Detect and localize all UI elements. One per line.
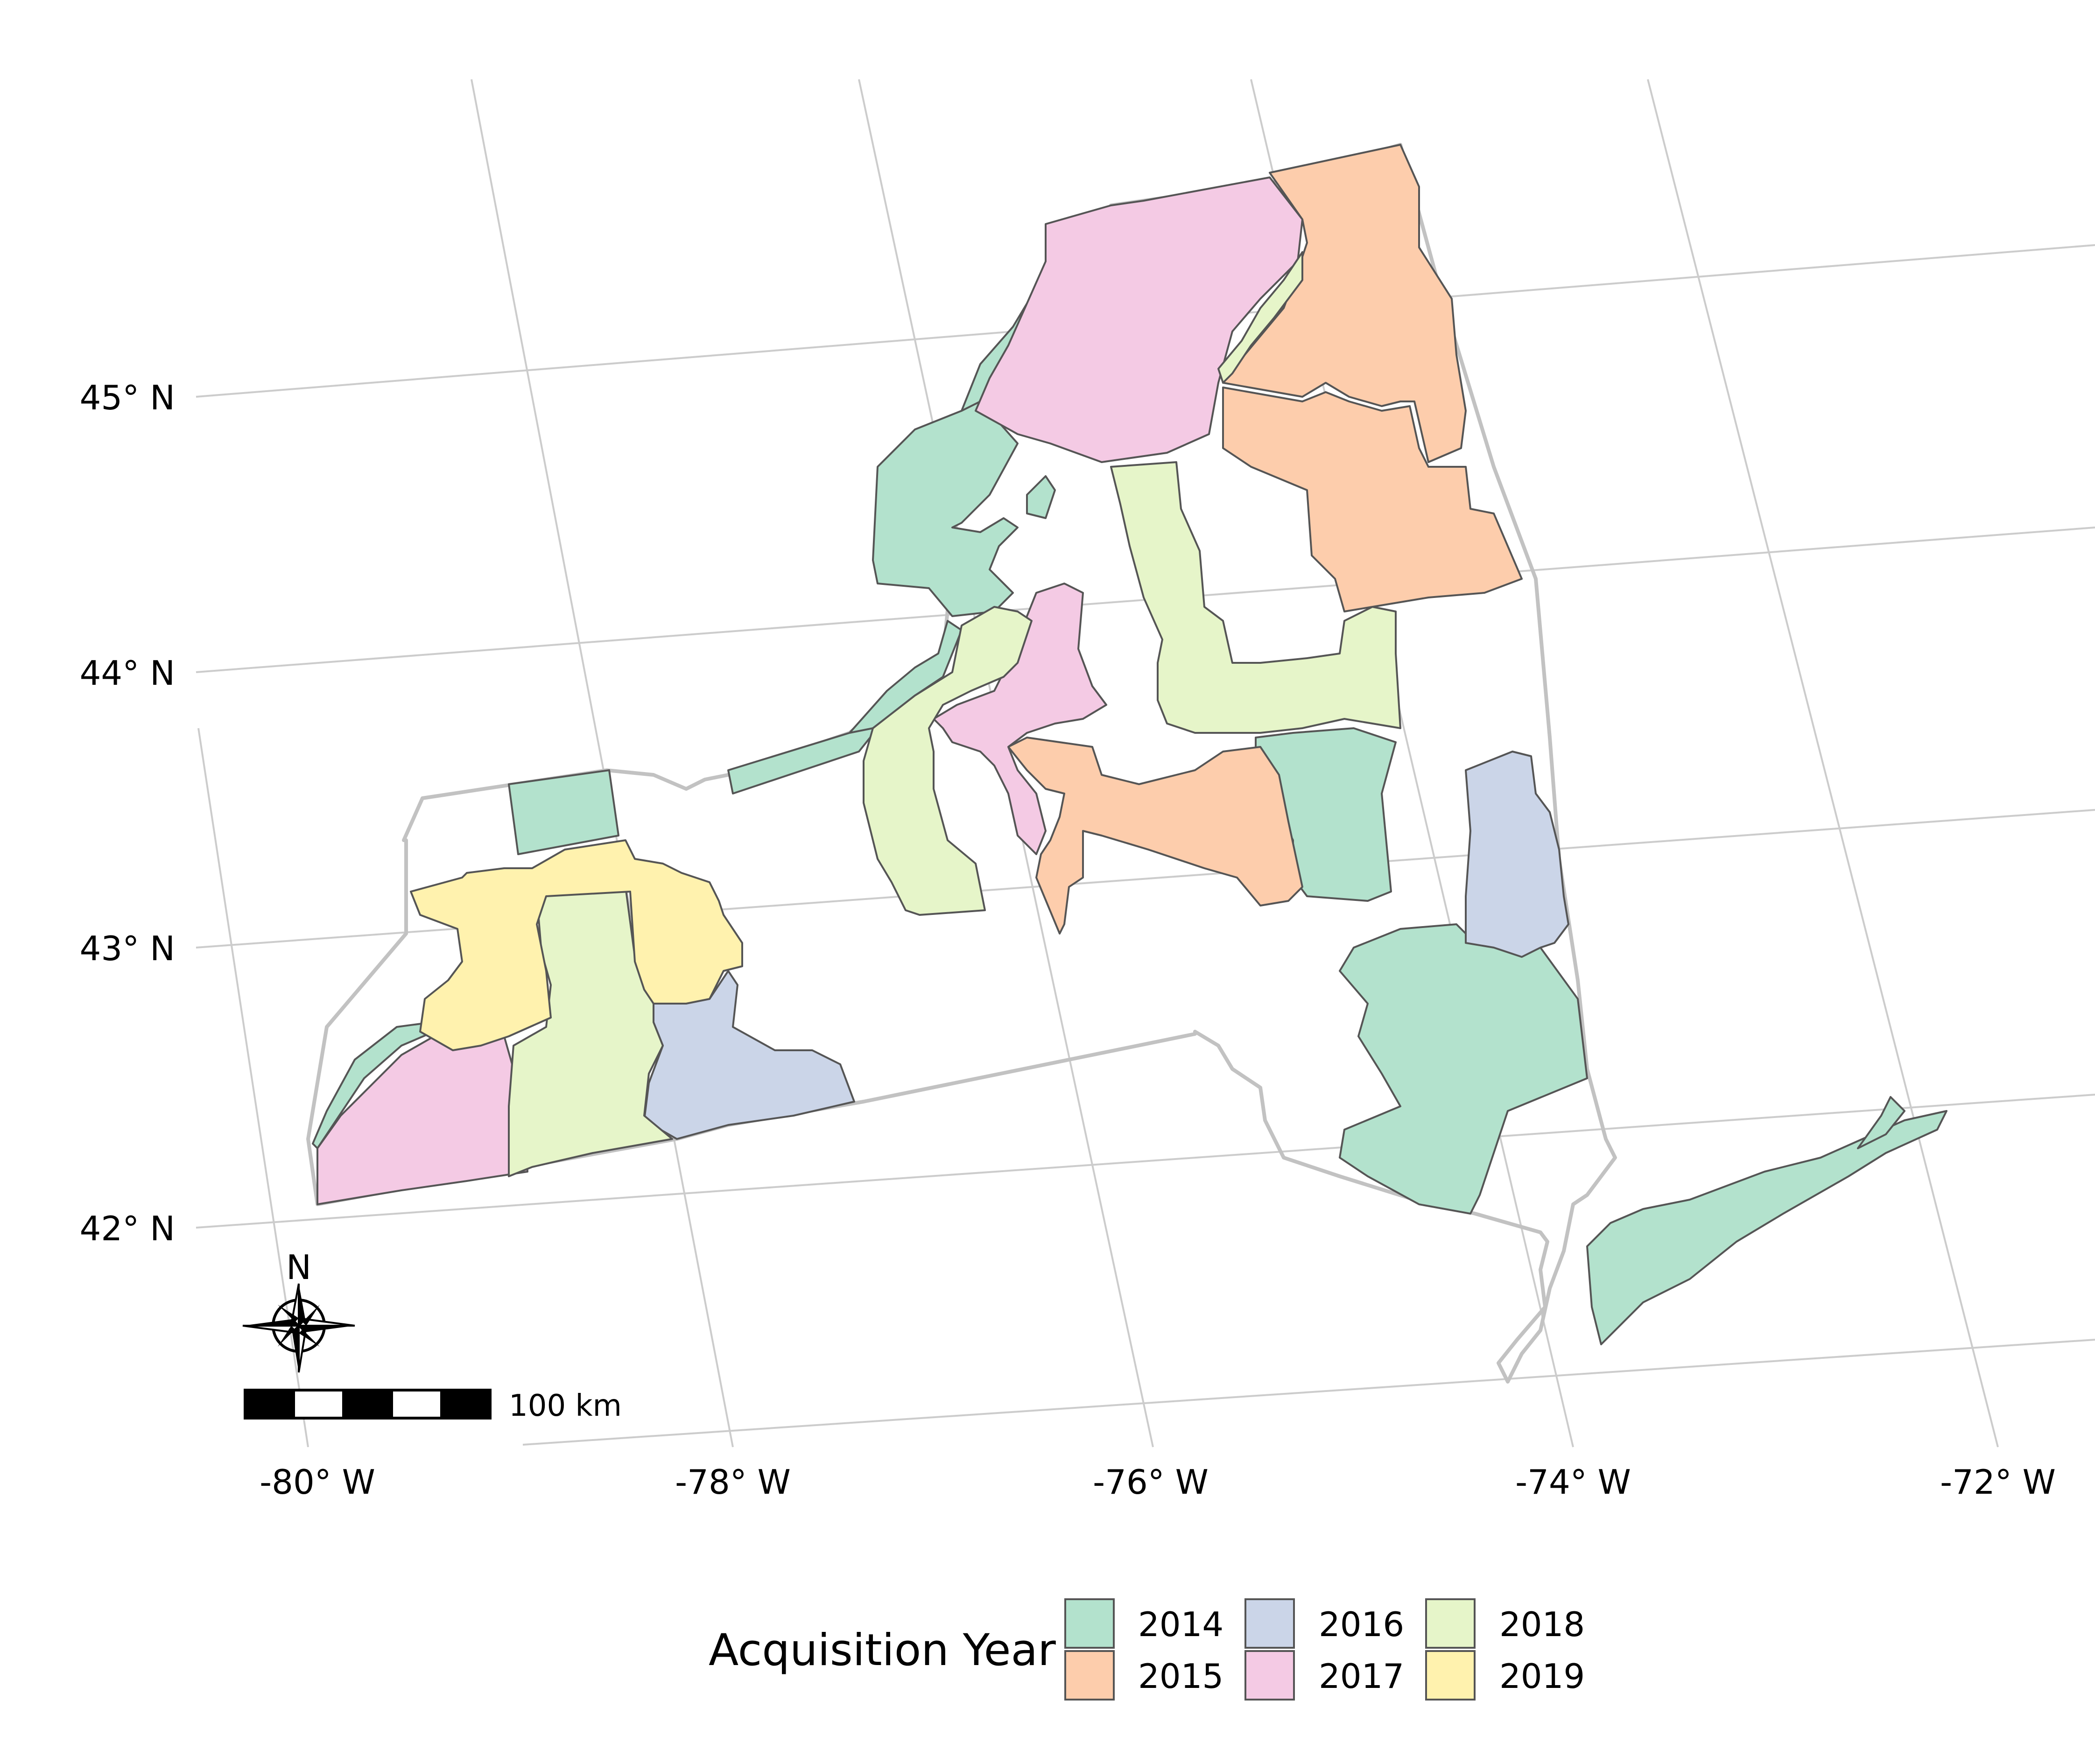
lat-label-45: 45° N	[80, 378, 175, 417]
region-2019-erie-niagara	[410, 839, 743, 1051]
legend-title: Acquisition Year	[709, 1625, 1056, 1676]
legend-label: 2015	[1138, 1657, 1223, 1696]
region-2014-long-island	[1586, 1110, 1947, 1345]
north-arrow-label: N	[286, 1248, 311, 1287]
legend-swatch	[1244, 1598, 1295, 1649]
legend-label: 2016	[1319, 1605, 1404, 1644]
region-2017-oswego-cayuga	[933, 583, 1107, 855]
scale-bar-segment	[440, 1389, 491, 1419]
lon-label-78: -78° W	[675, 1462, 791, 1502]
legend-item-2017: 2017	[1244, 1650, 1404, 1701]
legend-item-2018: 2018	[1425, 1598, 1585, 1649]
legend-swatch	[1244, 1650, 1295, 1701]
region-2016-washington	[1465, 751, 1569, 958]
scale-bar: 100 km	[244, 1389, 622, 1423]
region-2014-island	[1026, 475, 1056, 519]
scale-bar-label: 100 km	[509, 1389, 622, 1423]
region-2018-lewis	[1110, 461, 1401, 734]
region-2015-oneida-herkimer	[1007, 737, 1303, 935]
gridline-lat-41	[522, 1339, 2095, 1446]
longitude-gridlines	[197, 79, 1999, 1448]
gridline-lon-73	[1647, 79, 1999, 1448]
longitude-axis-labels: -80° W -78° W -76° W -74° W -72° W	[260, 1462, 2056, 1502]
legend-label: 2018	[1499, 1605, 1585, 1644]
gridline-lon-79	[471, 79, 734, 1448]
legend-item-2019: 2019	[1425, 1650, 1585, 1701]
scale-bar-segment	[342, 1389, 393, 1419]
region-2016-allegany-cattaraugus	[643, 970, 855, 1140]
legend-item-2014: 2014	[1064, 1598, 1223, 1649]
legend-label: 2019	[1499, 1657, 1585, 1696]
lat-label-42: 42° N	[80, 1209, 175, 1248]
legend-label: 2017	[1319, 1657, 1404, 1696]
legend-swatch	[1425, 1598, 1476, 1649]
latitude-axis-labels: 45° N 44° N 43° N 42° N	[80, 378, 175, 1248]
region-2014-hudson	[1339, 923, 1588, 1215]
legend-label: 2014	[1138, 1605, 1223, 1644]
region-2014-niagara-north	[508, 769, 619, 855]
legend-swatch	[1064, 1650, 1115, 1701]
region-2018-wayne-seneca	[863, 606, 1033, 916]
lon-label-80: -80° W	[260, 1462, 375, 1502]
scale-bar-frame	[244, 1389, 492, 1420]
scale-bar-segment	[293, 1389, 344, 1419]
lat-label-43: 43° N	[80, 929, 175, 968]
gridline-lon-80	[197, 728, 309, 1448]
scale-bar-segment	[244, 1389, 295, 1419]
region-2015-adirondack-east	[1222, 387, 1523, 612]
lon-label-74: -74° W	[1515, 1462, 1631, 1502]
region-2018-adirondack-strip	[1217, 251, 1303, 384]
compass-rose-icon	[242, 1283, 355, 1373]
region-2017-st-lawrence	[975, 176, 1303, 463]
scale-bar-segment	[391, 1389, 442, 1419]
region-2017-chautauqua	[316, 1035, 528, 1205]
legend-swatch	[1064, 1598, 1115, 1649]
legend-item-2016: 2016	[1244, 1598, 1404, 1649]
legend-swatch	[1425, 1650, 1476, 1701]
legend-item-2015: 2015	[1064, 1650, 1223, 1701]
legend: Acquisition Year 2014 2015 2016 2017 201…	[709, 1598, 1585, 1701]
north-arrow: N	[242, 1248, 355, 1373]
region-2014-long-island-north-fork	[1857, 1096, 1905, 1149]
region-2014-jefferson	[872, 401, 1019, 617]
acquisition-regions	[312, 144, 1947, 1345]
lat-label-44: 44° N	[80, 654, 175, 693]
lon-label-72: -72° W	[1940, 1462, 2056, 1502]
lon-label-76: -76° W	[1093, 1462, 1209, 1502]
gridline-lat-42	[196, 1094, 2095, 1229]
